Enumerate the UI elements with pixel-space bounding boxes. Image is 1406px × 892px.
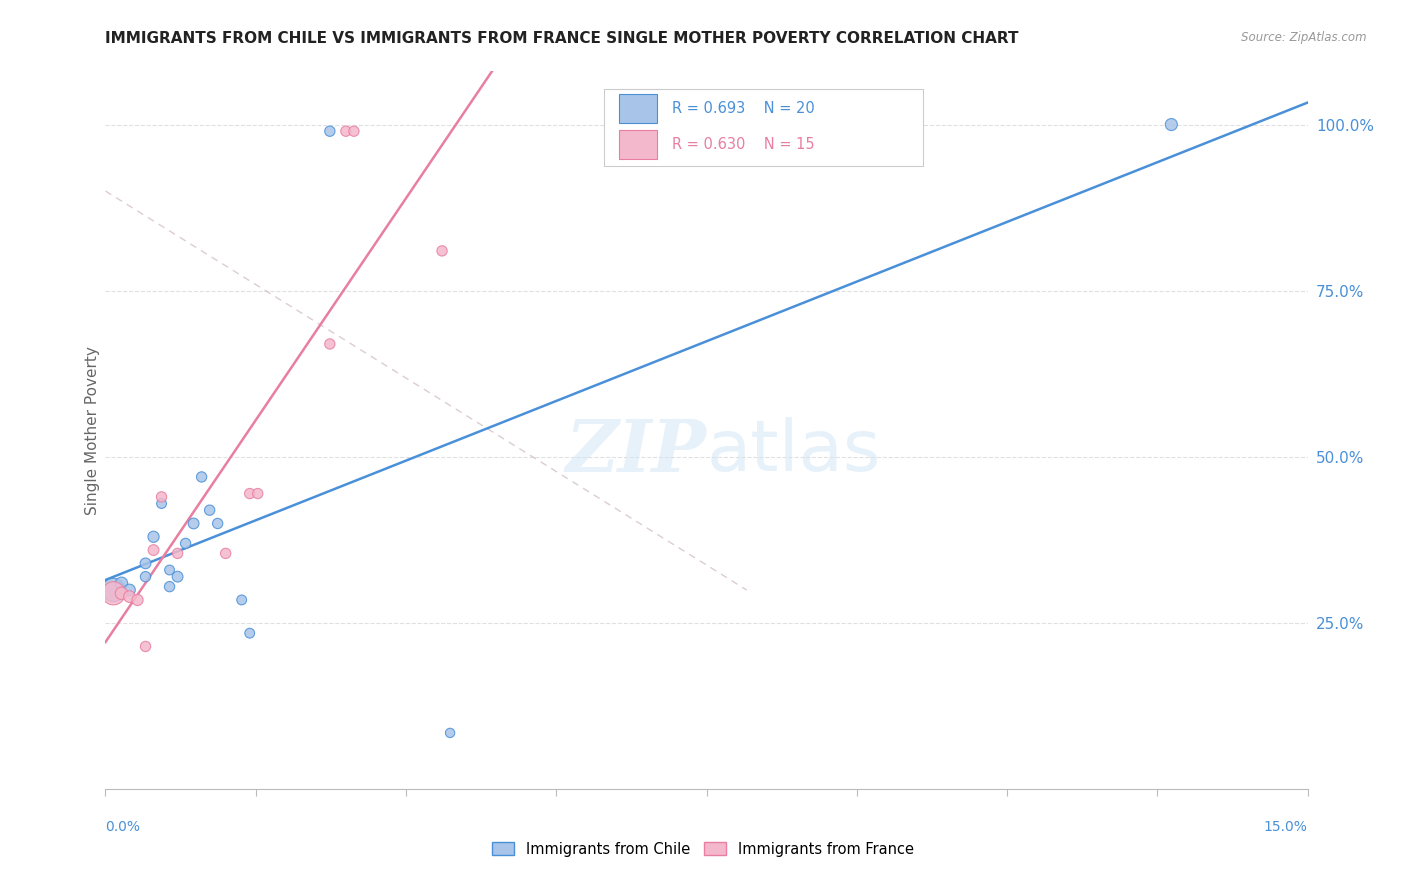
Text: 0.0%: 0.0%	[105, 821, 141, 834]
Point	[319, 124, 342, 138]
Point	[246, 486, 269, 500]
Point	[239, 486, 262, 500]
Point	[118, 590, 141, 604]
Point	[174, 536, 197, 550]
Point	[110, 586, 132, 600]
Point	[343, 124, 366, 138]
Point	[166, 569, 188, 583]
FancyBboxPatch shape	[619, 95, 657, 123]
Point	[135, 640, 157, 654]
Point	[183, 516, 205, 531]
Point	[135, 557, 157, 571]
Point	[118, 582, 141, 597]
Point	[439, 726, 461, 740]
Point	[207, 516, 229, 531]
FancyBboxPatch shape	[605, 88, 922, 166]
Point	[103, 586, 125, 600]
Point	[150, 490, 173, 504]
Text: Source: ZipAtlas.com: Source: ZipAtlas.com	[1241, 31, 1367, 45]
Point	[231, 593, 253, 607]
Point	[110, 576, 132, 591]
Point	[190, 470, 212, 484]
Point	[1160, 118, 1182, 132]
Point	[159, 580, 181, 594]
Text: 15.0%: 15.0%	[1264, 821, 1308, 834]
Point	[150, 496, 173, 510]
Legend: Immigrants from Chile, Immigrants from France: Immigrants from Chile, Immigrants from F…	[486, 836, 920, 863]
Point	[135, 569, 157, 583]
FancyBboxPatch shape	[619, 130, 657, 159]
Text: IMMIGRANTS FROM CHILE VS IMMIGRANTS FROM FRANCE SINGLE MOTHER POVERTY CORRELATIO: IMMIGRANTS FROM CHILE VS IMMIGRANTS FROM…	[105, 31, 1019, 46]
Point	[166, 546, 188, 560]
Point	[142, 543, 165, 558]
Point	[103, 582, 125, 597]
Point	[142, 530, 165, 544]
Point	[159, 563, 181, 577]
Text: atlas: atlas	[707, 417, 882, 486]
Point	[127, 593, 149, 607]
Text: R = 0.693    N = 20: R = 0.693 N = 20	[672, 101, 814, 116]
Point	[319, 337, 342, 351]
Text: ZIP: ZIP	[565, 417, 707, 487]
Y-axis label: Single Mother Poverty: Single Mother Poverty	[84, 346, 100, 515]
Point	[430, 244, 453, 258]
Point	[239, 626, 262, 640]
Text: R = 0.630    N = 15: R = 0.630 N = 15	[672, 137, 814, 153]
Point	[335, 124, 357, 138]
Point	[214, 546, 236, 560]
Point	[198, 503, 221, 517]
